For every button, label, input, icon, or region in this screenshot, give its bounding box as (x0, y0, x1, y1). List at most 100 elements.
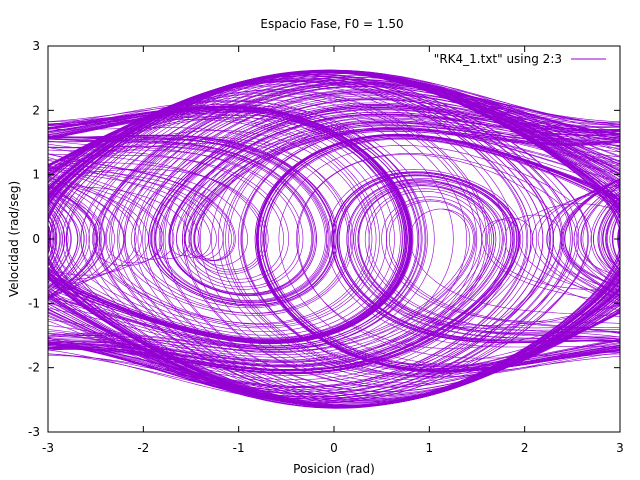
trajectory-segment (48, 154, 620, 392)
trajectory-segment (48, 191, 85, 292)
trajectory-segment (48, 97, 620, 314)
trajectory-segment (48, 174, 620, 371)
trajectory-segment (48, 276, 620, 409)
trajectory-segment (612, 214, 620, 263)
trajectory-segment (633, 231, 634, 247)
trajectory-segment (48, 194, 79, 289)
trajectory-segment (48, 129, 620, 262)
trajectory-segment (48, 102, 620, 260)
trajectory-segment (628, 217, 633, 258)
trajectory-segment (48, 199, 620, 353)
trajectory-segment (48, 106, 412, 344)
x-tick-label: -1 (233, 441, 245, 455)
trajectory-segment (48, 124, 620, 258)
trajectory-segment (48, 229, 50, 250)
trajectory-segment (48, 72, 620, 407)
trajectory-segment (48, 175, 620, 371)
x-tick-label: -2 (137, 441, 149, 455)
trajectory-segment (256, 134, 620, 372)
trajectory-segment (618, 228, 620, 250)
trajectory-segment (621, 210, 633, 266)
trajectory-segment (619, 231, 620, 246)
x-tick-label: 2 (521, 441, 529, 455)
trajectory-segment (48, 188, 90, 295)
trajectory-segment (48, 185, 98, 298)
x-axis: -3 -2 -1 0 1 2 3 (42, 46, 624, 455)
trajectory-segment (580, 184, 620, 282)
trajectory-segment (48, 89, 490, 375)
trajectory-segment (625, 214, 633, 260)
trajectory-segment (629, 220, 634, 256)
trajectory-segment (48, 90, 620, 264)
trajectory-segment (240, 127, 620, 370)
trajectory-segment (628, 218, 634, 256)
trajectory-segment (576, 183, 620, 277)
x-axis-label: Posicion (rad) (293, 462, 375, 476)
trajectory-segment (537, 184, 620, 304)
trajectory-segment (630, 224, 633, 255)
trajectory-segment (631, 225, 633, 251)
y-tick-label: 3 (32, 39, 40, 53)
trajectory-segment (48, 180, 620, 367)
trajectory-segment (621, 208, 633, 266)
trajectory-segment (48, 189, 87, 294)
trajectory-segment (48, 181, 106, 300)
trajectory-segment (48, 180, 149, 276)
trajectory-segment (48, 185, 97, 298)
x-tick-label: -3 (42, 441, 54, 455)
trajectory-segment (619, 233, 620, 245)
trajectory-segment (48, 107, 428, 351)
trajectory-segment (597, 195, 620, 279)
trajectory-segment (48, 200, 620, 352)
trajectory-segment (48, 218, 54, 261)
trajectory-segment (564, 179, 620, 296)
trajectory-segment (48, 113, 620, 297)
series-phase-trajectory (48, 69, 634, 409)
trajectory-segment (48, 71, 620, 407)
trajectory-segment (48, 105, 435, 354)
trajectory-segment (48, 73, 620, 336)
trajectory-segment (48, 122, 620, 283)
y-tick-label: 1 (32, 168, 40, 182)
trajectory-segment (600, 198, 620, 276)
trajectory-segment (48, 199, 81, 289)
trajectory-segment (48, 93, 620, 314)
trajectory-segment (48, 107, 411, 343)
y-axis-label: Velocidad (rad/seg) (7, 181, 21, 297)
trajectory-segment (48, 184, 620, 363)
trajectory-segment (582, 185, 620, 288)
trajectory-segment (48, 208, 61, 272)
trajectory-segment (562, 178, 620, 288)
trajectory-segment (619, 235, 620, 243)
trajectory-segment (48, 71, 620, 407)
trajectory-segment (48, 169, 620, 376)
trajectory-segment (48, 213, 57, 267)
trajectory-segment (617, 224, 620, 253)
trajectory-segment (190, 108, 620, 386)
trajectory-segment (48, 214, 57, 266)
trajectory-segment (632, 226, 634, 250)
trajectory-segment (48, 127, 620, 260)
trajectory-segment (237, 126, 620, 371)
trajectory-segment (611, 212, 620, 264)
trajectory-segment (626, 216, 633, 260)
trajectory-segment (48, 104, 422, 348)
chart-title: Espacio Fase, F0 = 1.50 (260, 17, 403, 31)
trajectory-segment (48, 83, 620, 327)
trajectory-segment (48, 185, 620, 362)
legend-entry-label: "RK4_1.txt" using 2:3 (434, 52, 562, 66)
trajectory-segment (48, 183, 102, 299)
trajectory-segment (48, 283, 620, 408)
trajectory-segment (552, 178, 620, 300)
y-tick-label: -2 (28, 361, 40, 375)
trajectory-segment (48, 204, 66, 277)
trajectory-segment (242, 128, 620, 378)
trajectory-segment (618, 228, 620, 250)
trajectory-segment (48, 171, 142, 281)
trajectory-segment (48, 100, 426, 350)
trajectory-segment (619, 232, 620, 245)
y-tick-label: -1 (28, 296, 40, 310)
trajectory-segment (48, 172, 620, 374)
trajectory-segment (605, 203, 620, 272)
trajectory-segment (48, 111, 620, 260)
